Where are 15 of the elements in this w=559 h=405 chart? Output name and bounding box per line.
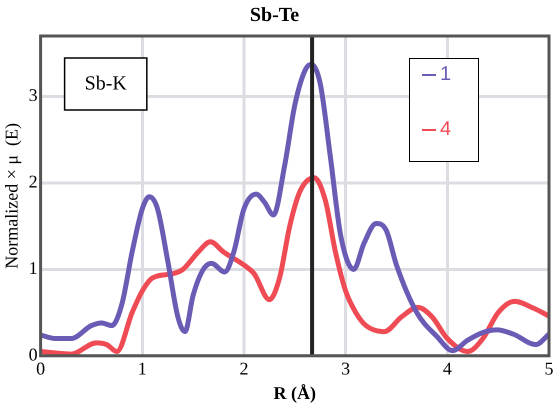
x-tick-label: 1 (138, 358, 147, 378)
x-tick-label: 3 (341, 358, 350, 378)
annotation: Sb-K (84, 72, 128, 94)
y-tick-label: 2 (28, 172, 38, 192)
legend-label: 4 (440, 118, 452, 141)
y-tick-label: 0 (28, 344, 38, 365)
legend-label: 1 (440, 63, 452, 86)
chart-title: Sb-Te (250, 4, 300, 26)
y-tick-label: 1 (28, 258, 38, 278)
x-axis-title: R (Å) (274, 382, 316, 403)
x-tick-label: 5 (544, 358, 554, 378)
y-tick-label: 3 (28, 85, 38, 106)
y-axis-title: Normalized × μ (E) (2, 123, 22, 269)
x-tick-label: 2 (239, 358, 248, 378)
x-tick-label: 4 (442, 358, 452, 378)
